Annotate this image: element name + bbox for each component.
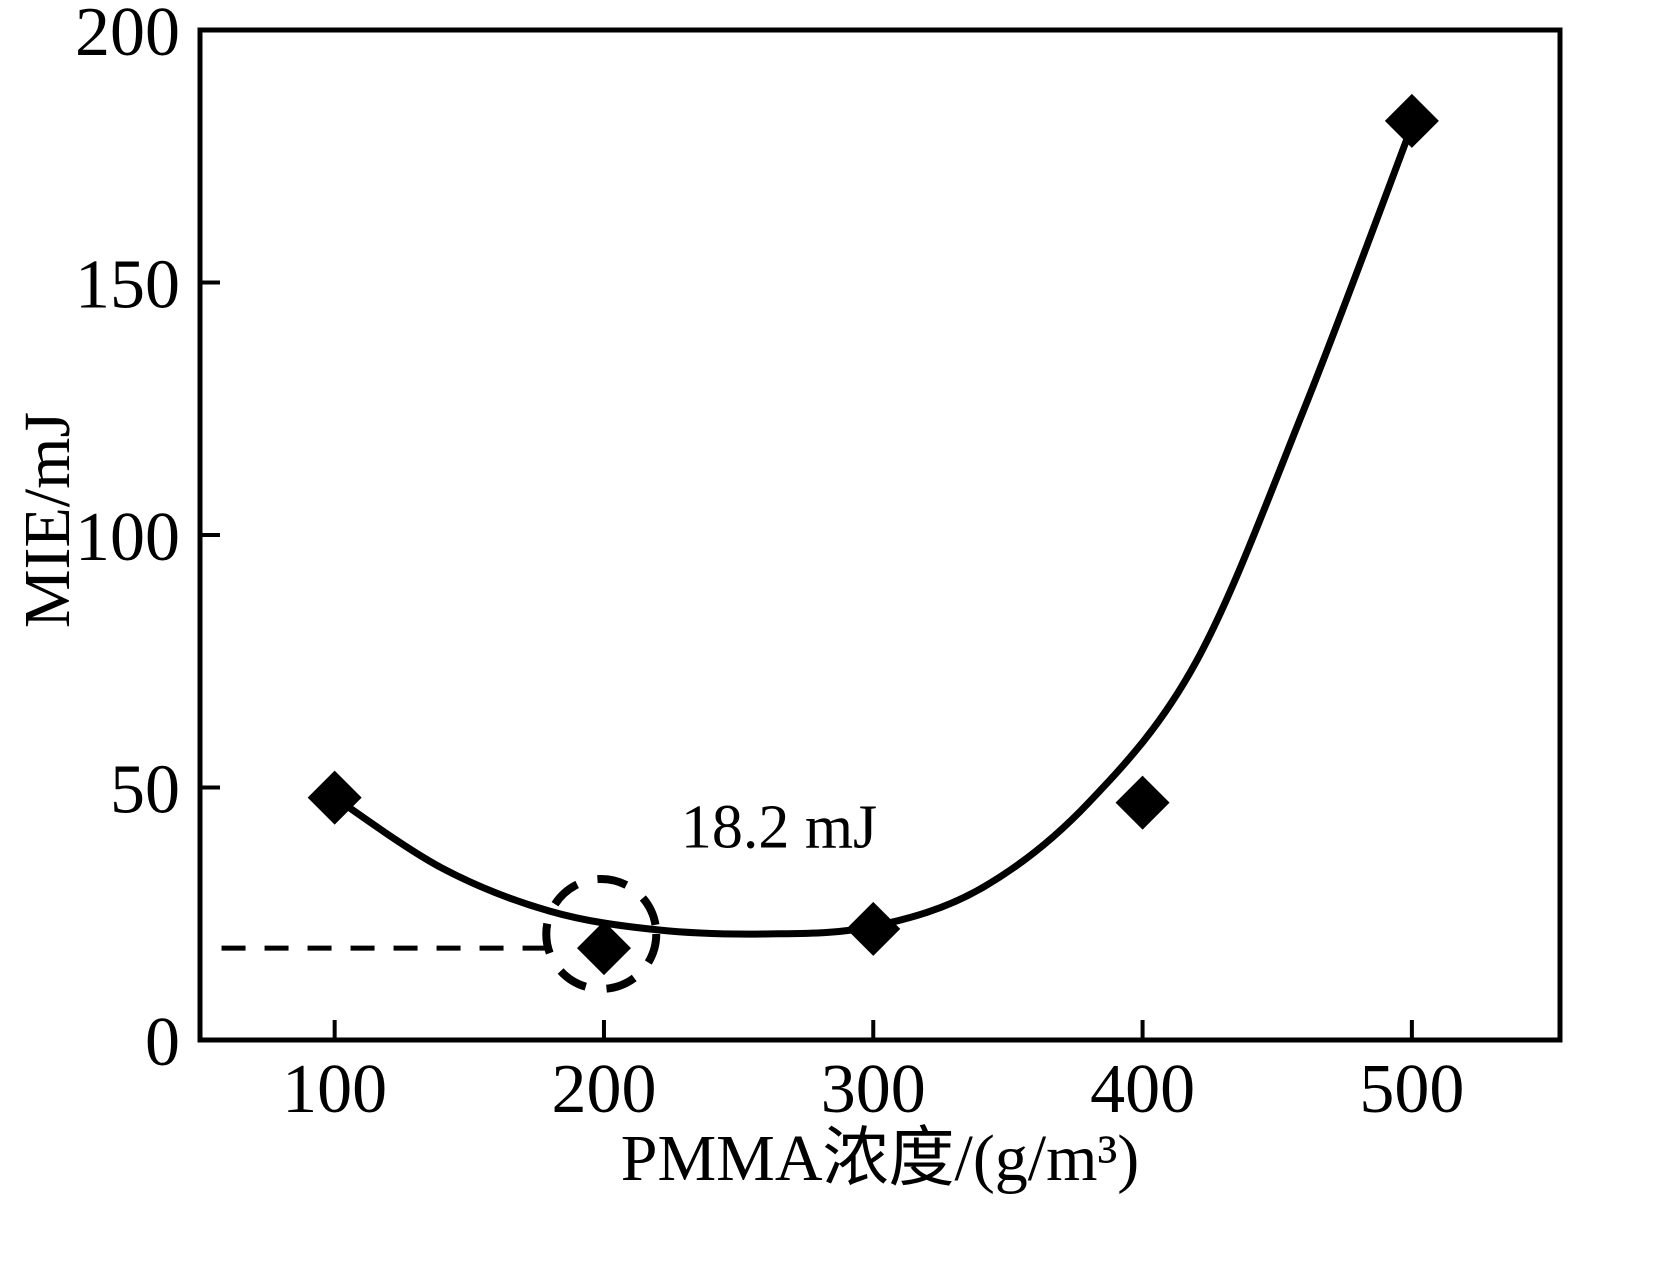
highlight-circle [542,874,661,993]
data-point [307,770,362,825]
x-tick-label: 200 [551,1051,656,1128]
data-point [1384,93,1439,148]
y-tick-label: 150 [75,247,180,324]
x-tick-label: 300 [821,1051,926,1128]
y-axis-label: MIE/mJ [11,411,84,629]
y-tick-label: 0 [145,1004,180,1081]
data-point-highlighted [576,921,631,976]
data-point [846,901,901,956]
y-tick-label: 200 [75,0,180,71]
x-tick-label: 500 [1359,1051,1464,1128]
y-tick-label: 50 [110,752,180,829]
x-tick-label: 400 [1090,1051,1195,1128]
y-tick-label: 100 [75,499,180,576]
annotation-label: 18.2 mJ [680,793,878,862]
x-tick-label: 100 [282,1051,387,1128]
plot-border [197,27,1563,1043]
x-axis-label: PMMA浓度/(g/m³) [620,1122,1140,1195]
data-point [1115,775,1170,830]
fit-curve [331,122,1416,938]
